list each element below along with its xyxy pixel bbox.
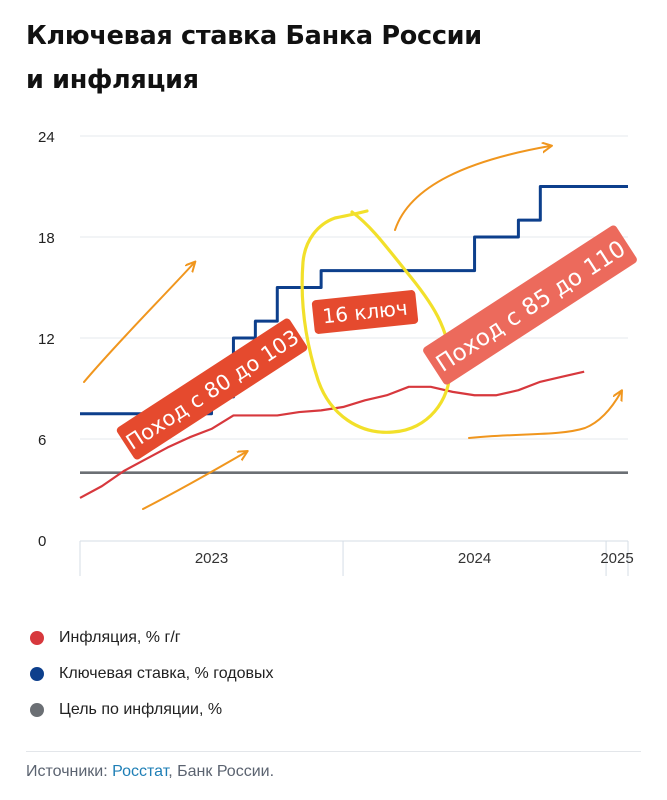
arrow-annotation-4 — [468, 392, 621, 439]
chart-title-line-2: и инфляция — [26, 65, 199, 95]
legend-dot-inflation — [30, 631, 44, 645]
series-line-inflation — [79, 370, 585, 499]
arrow-annotation-2 — [142, 452, 246, 510]
source-note: Источники: Росстат, Банк России. — [26, 763, 274, 781]
series — [79, 185, 628, 499]
grid — [80, 135, 628, 440]
divider — [26, 751, 641, 752]
legend-label-target: Цель по инфляции, % — [59, 701, 223, 718]
arrow-annotation-3 — [394, 146, 550, 231]
source-prefix: Источники: — [26, 763, 113, 780]
y-tick-label: 18 — [38, 230, 55, 247]
annotation-right-text: Поход с 85 до 110 — [432, 236, 631, 378]
chart-title: Ключевая ставка Банка России и инфляция — [26, 14, 482, 102]
legend-item-inflation: Инфляция, % г/г — [30, 620, 274, 656]
legend-label-inflation: Инфляция, % г/г — [59, 629, 181, 646]
legend-dot-key-rate — [30, 667, 44, 681]
annotation-left-text: Поход с 80 до 103 — [122, 325, 304, 455]
y-tick-label: 12 — [38, 331, 55, 348]
legend-dot-target — [30, 703, 44, 717]
legend-label-key-rate: Ключевая ставка, % годовых — [59, 665, 274, 682]
source-suffix: , Банк России. — [168, 763, 275, 780]
arrow-annotations — [83, 146, 621, 510]
y-tick-label: 0 — [38, 533, 46, 550]
x-tick-label: 2023 — [195, 550, 228, 567]
chart-title-line-1: Ключевая ставка Банка России — [26, 21, 482, 51]
legend: Инфляция, % г/г Ключевая ставка, % годов… — [30, 620, 274, 728]
source-link-rosstat[interactable]: Росстат — [112, 763, 169, 780]
highlight-circle — [300, 209, 452, 434]
legend-item-target: Цель по инфляции, % — [30, 692, 274, 728]
legend-item-key-rate: Ключевая ставка, % годовых — [30, 656, 274, 692]
y-tick-label: 24 — [38, 129, 55, 146]
x-axis: 2023 2024 2025 — [79, 540, 634, 576]
arrow-annotation-1 — [83, 263, 194, 383]
y-axis-ticks: 0 6 12 18 24 — [38, 129, 55, 550]
annotation-right: Поход с 85 до 110 — [423, 225, 637, 385]
annotation-middle: 16 ключ — [311, 290, 419, 334]
y-tick-label: 6 — [38, 432, 46, 449]
x-tick-label: 2025 — [600, 550, 633, 567]
x-tick-label: 2024 — [458, 550, 491, 567]
